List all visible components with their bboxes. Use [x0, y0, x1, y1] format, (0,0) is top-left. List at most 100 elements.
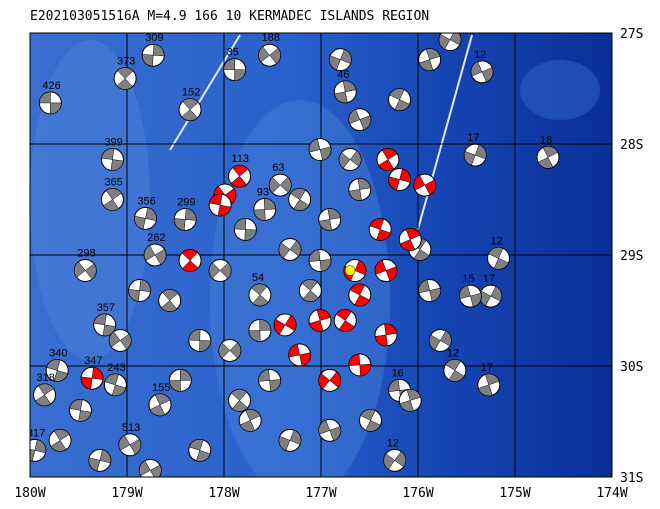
compressional-quadrant [413, 175, 426, 191]
compressional-quadrant [179, 369, 192, 381]
compressional-quadrant [78, 410, 92, 422]
compressional-quadrant [252, 294, 269, 307]
trench-line [169, 34, 241, 151]
depth-label: 12 [387, 437, 399, 449]
compressional-quadrant [263, 198, 276, 210]
compressional-quadrant [239, 420, 256, 432]
depth-label: 426 [42, 80, 60, 92]
compressional-quadrant [161, 300, 178, 312]
compressional-quadrant [269, 47, 281, 65]
compressional-quadrant [359, 115, 372, 131]
compressional-quadrant [327, 208, 341, 220]
compressional-quadrant [196, 450, 211, 462]
compressional-quadrant [308, 249, 321, 262]
depth-label: 365 [104, 177, 122, 189]
y-tick-label: 28S [620, 138, 643, 153]
shoal [30, 40, 150, 360]
compressional-quadrant [349, 283, 366, 296]
compressional-quadrant [399, 400, 414, 412]
compressional-quadrant [199, 340, 212, 352]
depth-label: 17 [467, 132, 479, 144]
compressional-quadrant [35, 394, 52, 407]
compressional-quadrant [301, 279, 318, 291]
compressional-quadrant [348, 353, 361, 366]
depth-label: 15 [462, 273, 474, 285]
compressional-quadrant [316, 309, 331, 321]
compressional-quadrant [329, 426, 341, 441]
compressional-quadrant [273, 318, 286, 335]
depth-label: 12 [474, 49, 486, 61]
compressional-quadrant [181, 109, 198, 121]
x-tick-label: 174W [596, 486, 627, 501]
compressional-quadrant [162, 289, 179, 301]
x-tick-label: 179W [111, 486, 142, 501]
compressional-quadrant [394, 451, 406, 468]
compressional-quadrant [384, 323, 398, 336]
compressional-quadrant [318, 373, 331, 390]
compressional-quadrant [128, 289, 140, 302]
compressional-quadrant [278, 242, 291, 259]
compressional-quadrant [542, 146, 559, 158]
compressional-quadrant [223, 58, 236, 70]
compressional-quadrant [258, 46, 270, 63]
y-tick-label: 30S [620, 360, 643, 375]
x-tick-label: 175W [499, 486, 530, 501]
compressional-quadrant [234, 69, 246, 81]
compressional-quadrant [182, 260, 199, 272]
compressional-quadrant [537, 156, 554, 169]
compressional-quadrant [88, 457, 101, 472]
depth-label: 16 [392, 367, 404, 379]
compressional-quadrant [50, 102, 62, 115]
compressional-quadrant [329, 55, 341, 71]
compressional-quadrant [152, 43, 165, 57]
compressional-quadrant [269, 177, 281, 194]
seamount [520, 60, 600, 120]
depth-label: 63 [272, 162, 284, 174]
compressional-quadrant [53, 370, 69, 382]
compressional-quadrant [181, 249, 198, 261]
depth-label: 347 [84, 355, 102, 367]
compressional-quadrant [470, 292, 482, 308]
compressional-quadrant [34, 439, 47, 454]
compressional-quadrant [116, 78, 133, 90]
depth-label: 243 [107, 362, 125, 374]
compressional-quadrant [234, 218, 247, 230]
compressional-quadrant [230, 175, 247, 188]
compressional-quadrant [289, 240, 302, 257]
compressional-quadrant [354, 260, 367, 276]
compressional-quadrant [229, 342, 242, 359]
compressional-quadrant [474, 144, 487, 160]
compressional-quadrant [284, 315, 297, 331]
compressional-quadrant [74, 261, 86, 278]
compressional-quadrant [149, 464, 162, 477]
compressional-quadrant [342, 80, 357, 93]
compressional-quadrant [290, 188, 306, 200]
compressional-quadrant [230, 389, 248, 401]
compressional-quadrant [399, 168, 411, 183]
compressional-quadrant [53, 429, 70, 441]
compressional-quadrant [154, 248, 167, 265]
y-tick-label: 27S [620, 27, 643, 42]
compressional-quadrant [319, 146, 332, 161]
compressional-quadrant [374, 259, 387, 275]
compressional-quadrant [50, 440, 67, 452]
compressional-quadrant [84, 263, 97, 280]
compressional-quadrant [357, 178, 371, 190]
compressional-quadrant [319, 259, 332, 272]
y-tick-label: 29S [620, 249, 643, 264]
compressional-quadrant [389, 88, 405, 100]
compressional-quadrant [139, 279, 151, 292]
compressional-quadrant [111, 384, 127, 397]
compressional-quadrant [99, 449, 112, 464]
compressional-quadrant [245, 409, 261, 421]
compressional-quadrant [232, 164, 249, 177]
x-tick-label: 177W [305, 486, 336, 501]
compressional-quadrant [118, 434, 131, 451]
trench-line [414, 34, 473, 241]
depth-label: 54 [252, 272, 264, 284]
compressional-quadrant [378, 159, 395, 171]
compressional-quadrant [349, 150, 362, 167]
compressional-quadrant [218, 342, 231, 359]
compressional-quadrant [388, 176, 400, 191]
